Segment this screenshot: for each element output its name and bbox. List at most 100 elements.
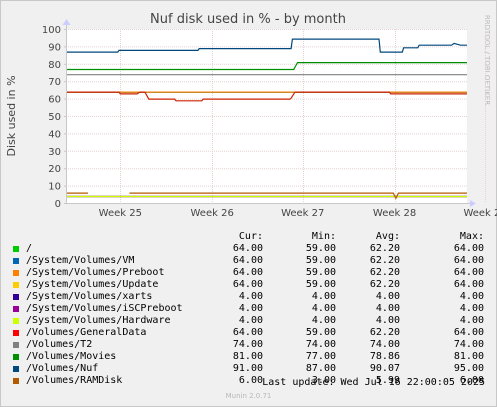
y-tick-label: 60 (48, 95, 61, 106)
legend-max: 64.00 (453, 243, 484, 254)
legend-row: /Volumes/Nuf 91.00 87.00 90.07 95.00 (0, 363, 497, 375)
legend-swatch (13, 270, 19, 276)
legend-avg: 78.86 (369, 351, 400, 362)
legend-max: 4.00 (459, 315, 484, 326)
legend-avg: 5.99 (375, 375, 400, 386)
legend-row: /System/Volumes/xarts 4.00 4.00 4.00 4.00 (0, 291, 497, 303)
legend-min: 3.00 (311, 375, 336, 386)
legend-row: /System/Volumes/Preboot 64.00 59.00 62.20 64… (0, 267, 497, 279)
legend-max: 64.00 (453, 267, 484, 278)
legend-row: /System/Volumes/Update 64.00 59.00 62.20 64.… (0, 279, 497, 291)
legend-swatch (13, 330, 19, 336)
legend-avg: 62.20 (369, 267, 400, 278)
legend-row: /System/Volumes/Hardware 4.00 4.00 4.00 4.00 (0, 315, 497, 327)
legend-min: 59.00 (305, 243, 336, 254)
legend-header-max: Max: (459, 231, 484, 242)
x-tick-label: Week 27 (281, 208, 324, 219)
last-update: Last update: Wed Jul 16 22:00:05 2025 (262, 377, 485, 388)
legend-min: 4.00 (311, 303, 336, 314)
legend-avg: 62.20 (369, 243, 400, 254)
legend-row: / 64.00 59.00 62.20 64.00 (0, 243, 497, 255)
legend-swatch (13, 294, 19, 300)
legend-row: /System/Volumes/iSCPreboot 4.00 4.00 4.00 4.… (0, 303, 497, 315)
legend-row: /Volumes/T2 74.00 74.00 74.00 74.00 (0, 339, 497, 351)
legend-header: Cur: Min: Avg: Max: (0, 231, 497, 243)
legend-avg: 4.00 (375, 315, 400, 326)
legend-avg: 4.00 (375, 291, 400, 302)
legend-cur: 64.00 (232, 267, 263, 278)
y-tick-label: 20 (48, 164, 61, 175)
legend-min: 59.00 (305, 267, 336, 278)
chart-title: Nuf disk used in % - by month (150, 12, 346, 27)
y-tick-label: 70 (48, 77, 61, 88)
y-tick-label: 90 (48, 42, 61, 53)
series-lines (66, 38, 467, 200)
y-tick-label: 50 (48, 112, 61, 123)
y-axis-arrow (62, 19, 71, 25)
legend-swatch (13, 306, 19, 312)
legend-min: 87.00 (305, 363, 336, 374)
legend-avg: 62.20 (369, 279, 400, 290)
legend-name: /Volumes/GeneralData (26, 327, 147, 338)
chart: Nuf disk used in % - by month Disk used … (5, 12, 497, 219)
legend-name: /System/Volumes/Hardware (26, 315, 171, 326)
legend-swatch (13, 354, 19, 360)
legend-row: /Volumes/Movies 81.00 77.00 78.86 81.00 (0, 351, 497, 363)
x-tick-label: Week 29 (463, 208, 497, 219)
x-axis-arrow (470, 200, 476, 207)
legend-cur: 91.00 (232, 363, 263, 374)
series-line (66, 38, 467, 53)
legend-header-avg: Avg: (375, 231, 400, 242)
legend-swatch (13, 378, 19, 384)
legend-swatch (13, 258, 19, 264)
y-tick-label: 0 (55, 199, 61, 210)
y-tick-label: 80 (48, 60, 61, 71)
tick-labels: 0 10 20 30 40 50 60 70 80 90 100 Week 25 Week 26 Week… (42, 25, 497, 219)
legend-swatch (13, 282, 19, 288)
legend-cur: 74.00 (232, 339, 263, 350)
legend-min: 4.00 (311, 291, 336, 302)
legend-name: /Volumes/Movies (26, 351, 117, 362)
legend-name: /System/Volumes/iSCPreboot (26, 303, 183, 314)
legend-max: 64.00 (453, 255, 484, 266)
legend-max: 4.00 (459, 291, 484, 302)
legend-min: 4.00 (311, 315, 336, 326)
legend-cur: 6.00 (238, 375, 263, 386)
legend-cur: 64.00 (232, 279, 263, 290)
legend-swatch (13, 342, 19, 348)
legend-swatch (13, 366, 19, 372)
legend-header-min: Min: (311, 231, 336, 242)
legend-swatch (13, 318, 19, 324)
series-line (66, 91, 467, 102)
legend-row: /Volumes/RAMDisk 6.00 3.00 5.99 6.00 (0, 375, 497, 387)
legend-min: 59.00 (305, 327, 336, 338)
legend-cur: 4.00 (238, 291, 263, 302)
legend-avg: 74.00 (369, 339, 400, 350)
legend-max: 64.00 (453, 327, 484, 338)
x-tick-label: Week 25 (99, 208, 142, 219)
legend-min: 74.00 (305, 339, 336, 350)
legend-cur: 4.00 (238, 303, 263, 314)
legend-swatch (13, 246, 19, 252)
legend-max: 74.00 (453, 339, 484, 350)
legend-name: /Volumes/Nuf (26, 363, 99, 374)
legend-name: /System/Volumes/Preboot (26, 267, 165, 278)
legend-name: / (26, 243, 33, 254)
series-line (66, 192, 467, 200)
legend-min: 59.00 (305, 255, 336, 266)
legend-cur: 64.00 (232, 255, 263, 266)
legend-avg: 4.00 (375, 303, 400, 314)
y-tick-label: 40 (48, 129, 61, 140)
legend-row: /Volumes/GeneralData 64.00 59.00 62.20 64.00 (0, 327, 497, 339)
legend-cur: 4.00 (238, 315, 263, 326)
y-tick-label: 30 (48, 147, 61, 158)
legend-header-cur: Cur: (238, 231, 263, 242)
rrdtool-watermark: RRDTOOL / TOBI OETIKER (483, 15, 491, 105)
legend-min: 77.00 (305, 351, 336, 362)
legend-max: 4.00 (459, 303, 484, 314)
legend-max: 64.00 (453, 279, 484, 290)
legend-min: 59.00 (305, 279, 336, 290)
legend-avg: 62.20 (369, 255, 400, 266)
legend-max: 81.00 (453, 351, 484, 362)
axes (62, 19, 476, 207)
